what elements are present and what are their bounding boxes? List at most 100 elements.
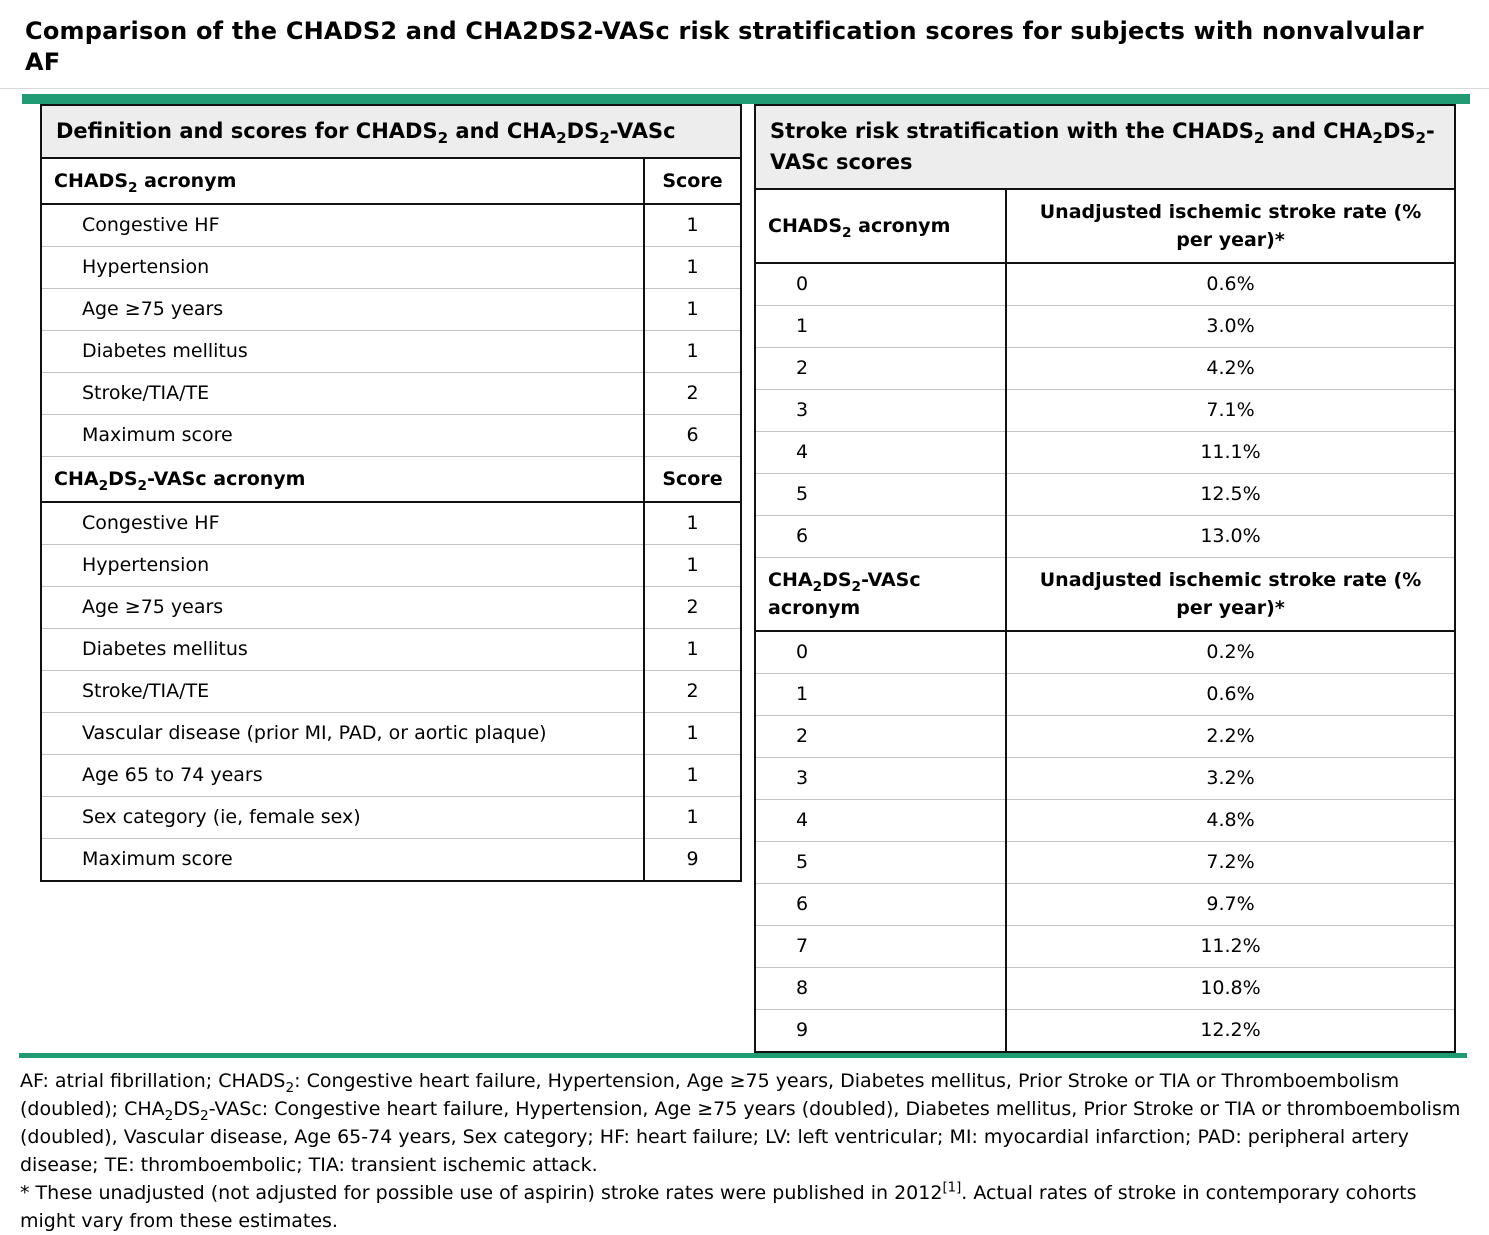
cell-value: 1: [643, 288, 741, 331]
table-row: Diabetes mellitus 1: [41, 628, 741, 671]
table-row: Congestive HF 1: [41, 501, 741, 545]
cell-value: 6: [643, 414, 741, 457]
cell-label: 1: [755, 673, 1006, 716]
definition-scores-table: Definition and scores for CHADS2 and CHA…: [40, 104, 742, 882]
cell-label: 8: [755, 967, 1006, 1010]
column-header-chads2-acronym: CHADS2 acronym: [41, 157, 644, 205]
cha2ds2vasc-risk-section: CHA2DS2-VASc acronym Unadjusted ischemic…: [755, 557, 1456, 1052]
footnotes: AF: atrial fibrillation; CHADS2: Congest…: [20, 1067, 1467, 1235]
cell-label: 3: [755, 757, 1006, 800]
cell-label: 3: [755, 389, 1006, 432]
cell-label: 2: [755, 715, 1006, 758]
column-header-chads2-acronym: CHADS2 acronym: [755, 188, 1006, 264]
abbreviations-footnote: AF: atrial fibrillation; CHADS2: Congest…: [20, 1070, 1461, 1176]
column-header-score: Score: [643, 157, 741, 205]
chads2-definition-section: CHADS2 acronym Score Congestive HF 1 Hyper…: [41, 157, 741, 457]
table-row: 6 9.7%: [755, 883, 1456, 926]
top-accent-bar: [22, 94, 1470, 104]
table-row: 8 10.8%: [755, 967, 1456, 1010]
cell-label: Stroke/TIA/TE: [41, 372, 644, 415]
table-row: 0 0.6%: [755, 262, 1456, 306]
cell-value: 7.2%: [1004, 841, 1456, 884]
table-row: 5 7.2%: [755, 841, 1456, 884]
cell-value: 1: [643, 246, 741, 289]
cell-value: 9.7%: [1004, 883, 1456, 926]
cell-value: 1: [643, 628, 741, 671]
table-row: Maximum score 9: [41, 838, 741, 881]
cell-value: 1: [643, 203, 741, 247]
cell-label: Hypertension: [41, 544, 644, 587]
table-row: 7 11.2%: [755, 925, 1456, 968]
chads2-risk-section: CHADS2 acronym Unadjusted ischemic strok…: [755, 188, 1456, 558]
risk-table-title-row: Stroke risk stratification with the CHAD…: [755, 105, 1456, 190]
cell-label: Age ≥75 years: [41, 288, 644, 331]
table-row: 2 2.2%: [755, 715, 1456, 758]
cell-label: 6: [755, 515, 1006, 558]
cell-label: 0: [755, 262, 1006, 306]
column-header-stroke-rate: Unadjusted ischemic stroke rate (% per y…: [1004, 557, 1456, 632]
table-row: 2 4.2%: [755, 347, 1456, 390]
table-row: 3 7.1%: [755, 389, 1456, 432]
table-row: 3 3.2%: [755, 757, 1456, 800]
cell-value: 3.0%: [1004, 305, 1456, 348]
table-row: Stroke/TIA/TE 2: [41, 372, 741, 415]
table-row: Hypertension 1: [41, 246, 741, 289]
cell-value: 10.8%: [1004, 967, 1456, 1010]
cell-value: 1: [643, 712, 741, 755]
table-row: 0 0.2%: [755, 630, 1456, 674]
cell-value: 1: [643, 501, 741, 545]
cha2ds2vasc-definition-section: CHA2DS2-VASc acronym Score Congestive HF…: [41, 456, 741, 881]
table-row: Sex category (ie, female sex) 1: [41, 796, 741, 839]
cell-value: 0.6%: [1004, 673, 1456, 716]
cell-label: Hypertension: [41, 246, 644, 289]
cell-value: 11.1%: [1004, 431, 1456, 474]
cell-label: Vascular disease (prior MI, PAD, or aort…: [41, 712, 644, 755]
risk-table-title: Stroke risk stratification with the CHAD…: [755, 105, 1456, 190]
cell-value: 1: [643, 754, 741, 797]
asterisk-footnote: * These unadjusted (not adjusted for pos…: [20, 1180, 1417, 1232]
cell-label: 5: [755, 841, 1006, 884]
cell-value: 0.6%: [1004, 262, 1456, 306]
chads2-risk-header-row: CHADS2 acronym Unadjusted ischemic strok…: [755, 188, 1456, 264]
stroke-risk-table: Stroke risk stratification with the CHAD…: [754, 104, 1457, 1053]
cell-label: 1: [755, 305, 1006, 348]
cell-value: 0.2%: [1004, 630, 1456, 674]
cell-value: 1: [643, 330, 741, 373]
cell-value: 2: [643, 670, 741, 713]
table-row: 4 4.8%: [755, 799, 1456, 842]
table-row: 6 13.0%: [755, 515, 1456, 558]
cell-value: 4.2%: [1004, 347, 1456, 390]
table-row: 5 12.5%: [755, 473, 1456, 516]
column-header-score: Score: [643, 456, 741, 503]
cell-label: Stroke/TIA/TE: [41, 670, 644, 713]
cell-value: 7.1%: [1004, 389, 1456, 432]
definition-table-title: Definition and scores for CHADS2 and CHA…: [41, 105, 741, 159]
cha2ds2vasc-risk-header-row: CHA2DS2-VASc acronym Unadjusted ischemic…: [755, 557, 1456, 632]
table-row: 4 11.1%: [755, 431, 1456, 474]
cell-label: 2: [755, 347, 1006, 390]
bottom-accent-bar: [19, 1053, 1467, 1058]
table-row: Age 65 to 74 years 1: [41, 754, 741, 797]
table-row: Stroke/TIA/TE 2: [41, 670, 741, 713]
table-row: Congestive HF 1: [41, 203, 741, 247]
table-row: Diabetes mellitus 1: [41, 330, 741, 373]
column-header-cha2ds2vasc-acronym: CHA2DS2-VASc acronym: [755, 557, 1006, 632]
cell-value: 3.2%: [1004, 757, 1456, 800]
table-row: Hypertension 1: [41, 544, 741, 587]
definition-table-title-row: Definition and scores for CHADS2 and CHA…: [41, 105, 741, 159]
cell-label: Congestive HF: [41, 501, 644, 545]
table-row: Age ≥75 years 1: [41, 288, 741, 331]
cell-value: 2: [643, 586, 741, 629]
cell-label: Diabetes mellitus: [41, 628, 644, 671]
cell-label: 4: [755, 799, 1006, 842]
cell-value: 11.2%: [1004, 925, 1456, 968]
cell-value: 2.2%: [1004, 715, 1456, 758]
cell-value: 12.5%: [1004, 473, 1456, 516]
cha2ds2vasc-acronym-header-row: CHA2DS2-VASc acronym Score: [41, 456, 741, 503]
cell-label: 5: [755, 473, 1006, 516]
cell-label: Diabetes mellitus: [41, 330, 644, 373]
cell-label: 9: [755, 1009, 1006, 1052]
cell-label: Maximum score: [41, 838, 644, 881]
cell-value: 1: [643, 544, 741, 587]
